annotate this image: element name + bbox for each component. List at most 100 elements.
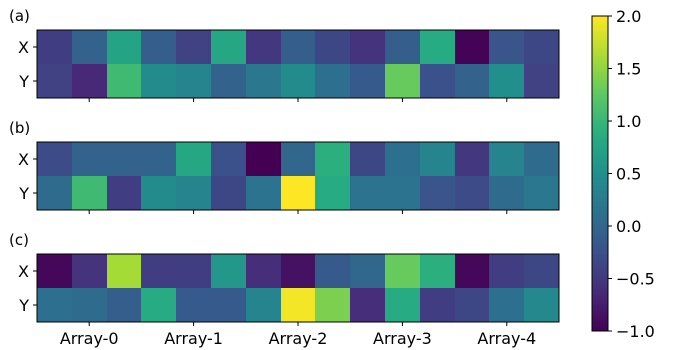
heatmap-cell (420, 176, 456, 211)
heatmap-cell (246, 142, 282, 177)
x-tick-label: Array-3 (373, 329, 432, 348)
heatmap-cell (281, 176, 316, 211)
heatmap-cell (37, 142, 73, 177)
heatmap-cell (489, 254, 525, 289)
heatmap-cell (385, 30, 421, 65)
row-label: Y (18, 296, 29, 315)
heatmap-cell (385, 254, 421, 289)
heatmap-cell (524, 176, 560, 211)
panel-c: (c) XY (9, 231, 560, 326)
panel-label: (c) (9, 231, 29, 249)
heatmap-cell (350, 64, 386, 99)
x-tick-label: Array-1 (164, 329, 223, 348)
colorbar-tick-label: 1.5 (616, 60, 641, 79)
heatmap-cell (420, 64, 456, 99)
heatmap-cell (37, 176, 73, 211)
panel-b: (b) XY (9, 119, 560, 214)
heatmap-cell (524, 254, 560, 289)
heatmap-cell (141, 288, 177, 323)
heatmap-cell (524, 288, 560, 323)
colorbar-tick-label: −1.0 (616, 322, 655, 341)
heatmap-cell (385, 176, 421, 211)
heatmap-cell (72, 64, 108, 99)
heatmap-cell (107, 176, 142, 211)
colorbar-tick-label: 0.5 (616, 165, 641, 184)
heatmap-cell (246, 64, 282, 99)
heatmap-cell (315, 254, 351, 289)
heatmap-cell (455, 142, 490, 177)
heatmap-cell (107, 142, 142, 177)
heatmap-cell (72, 30, 108, 65)
heatmap-cell (524, 142, 560, 177)
heatmap-cell (455, 30, 490, 65)
heatmap-cell (72, 288, 108, 323)
heatmap-cell (37, 254, 73, 289)
heatmap-cell (211, 288, 247, 323)
heatmap-cell (211, 30, 247, 65)
heatmap-cell (211, 64, 247, 99)
heatmap-cell (211, 142, 247, 177)
heatmap-cell (455, 254, 490, 289)
heatmap-cell (315, 30, 351, 65)
heatmap-cell (141, 176, 177, 211)
heatmap-cell (281, 142, 316, 177)
heatmap-cell (420, 30, 456, 65)
heatmap-cell (350, 288, 386, 323)
heatmap-cell (315, 288, 351, 323)
colorbar-bar (591, 15, 609, 332)
heatmap-cell (385, 288, 421, 323)
heatmap-cell (176, 288, 212, 323)
heatmap-cell (211, 176, 247, 211)
row-label: X (18, 262, 29, 281)
heatmap-cell (246, 176, 282, 211)
heatmap-cell (455, 64, 490, 99)
heatmap-cell (246, 254, 282, 289)
heatmap-cell (37, 288, 73, 323)
colorbar-tick-label: 1.0 (616, 112, 641, 131)
heatmap-cell (141, 254, 177, 289)
heatmap-cell (37, 64, 73, 99)
heatmap-cell (350, 30, 386, 65)
heatmap-cell (315, 142, 351, 177)
heatmap-cell (489, 30, 525, 65)
colorbar-tick-label: 0.0 (616, 217, 641, 236)
panel-a: (a) XY (9, 7, 560, 102)
heatmap-cell (315, 176, 351, 211)
heatmap-cell (489, 288, 525, 323)
heatmap-cell (72, 176, 108, 211)
heatmap-cell (281, 30, 316, 65)
heatmap-cell (246, 30, 282, 65)
heatmap-cell (281, 64, 316, 99)
heatmap-cell (176, 142, 212, 177)
heatmap-cell (489, 176, 525, 211)
heatmap-cell (350, 176, 386, 211)
heatmap-cell (385, 64, 421, 99)
heatmap-cell (107, 288, 142, 323)
heatmap-cell (141, 64, 177, 99)
row-label: X (18, 150, 29, 169)
heatmap-cell (72, 254, 108, 289)
heatmap-cell (176, 30, 212, 65)
heatmap-cell (315, 64, 351, 99)
heatmap-cell (37, 30, 73, 65)
x-tick-label: Array-0 (60, 329, 119, 348)
heatmap-cell (350, 142, 386, 177)
colorbar: −1.0 −0.5 0.0 0.5 1.0 1.5 2.0 (591, 7, 655, 341)
heatmap-cell (107, 254, 142, 289)
row-label: Y (18, 184, 29, 203)
heatmap-cell (107, 64, 142, 99)
colorbar-tick-label: −0.5 (616, 270, 655, 289)
heatmap-cell (281, 288, 316, 323)
heatmap-cell (524, 64, 560, 99)
heatmap-cell (489, 64, 525, 99)
heatmap-cell (350, 254, 386, 289)
colorbar-tick-label: 2.0 (616, 7, 641, 26)
row-label: X (18, 38, 29, 57)
heatmap-cell (141, 30, 177, 65)
heatmap-cell (107, 30, 142, 65)
heatmap-cell (420, 254, 456, 289)
heatmap-cell (455, 288, 490, 323)
panel-label: (b) (9, 119, 30, 137)
row-label: Y (18, 72, 29, 91)
